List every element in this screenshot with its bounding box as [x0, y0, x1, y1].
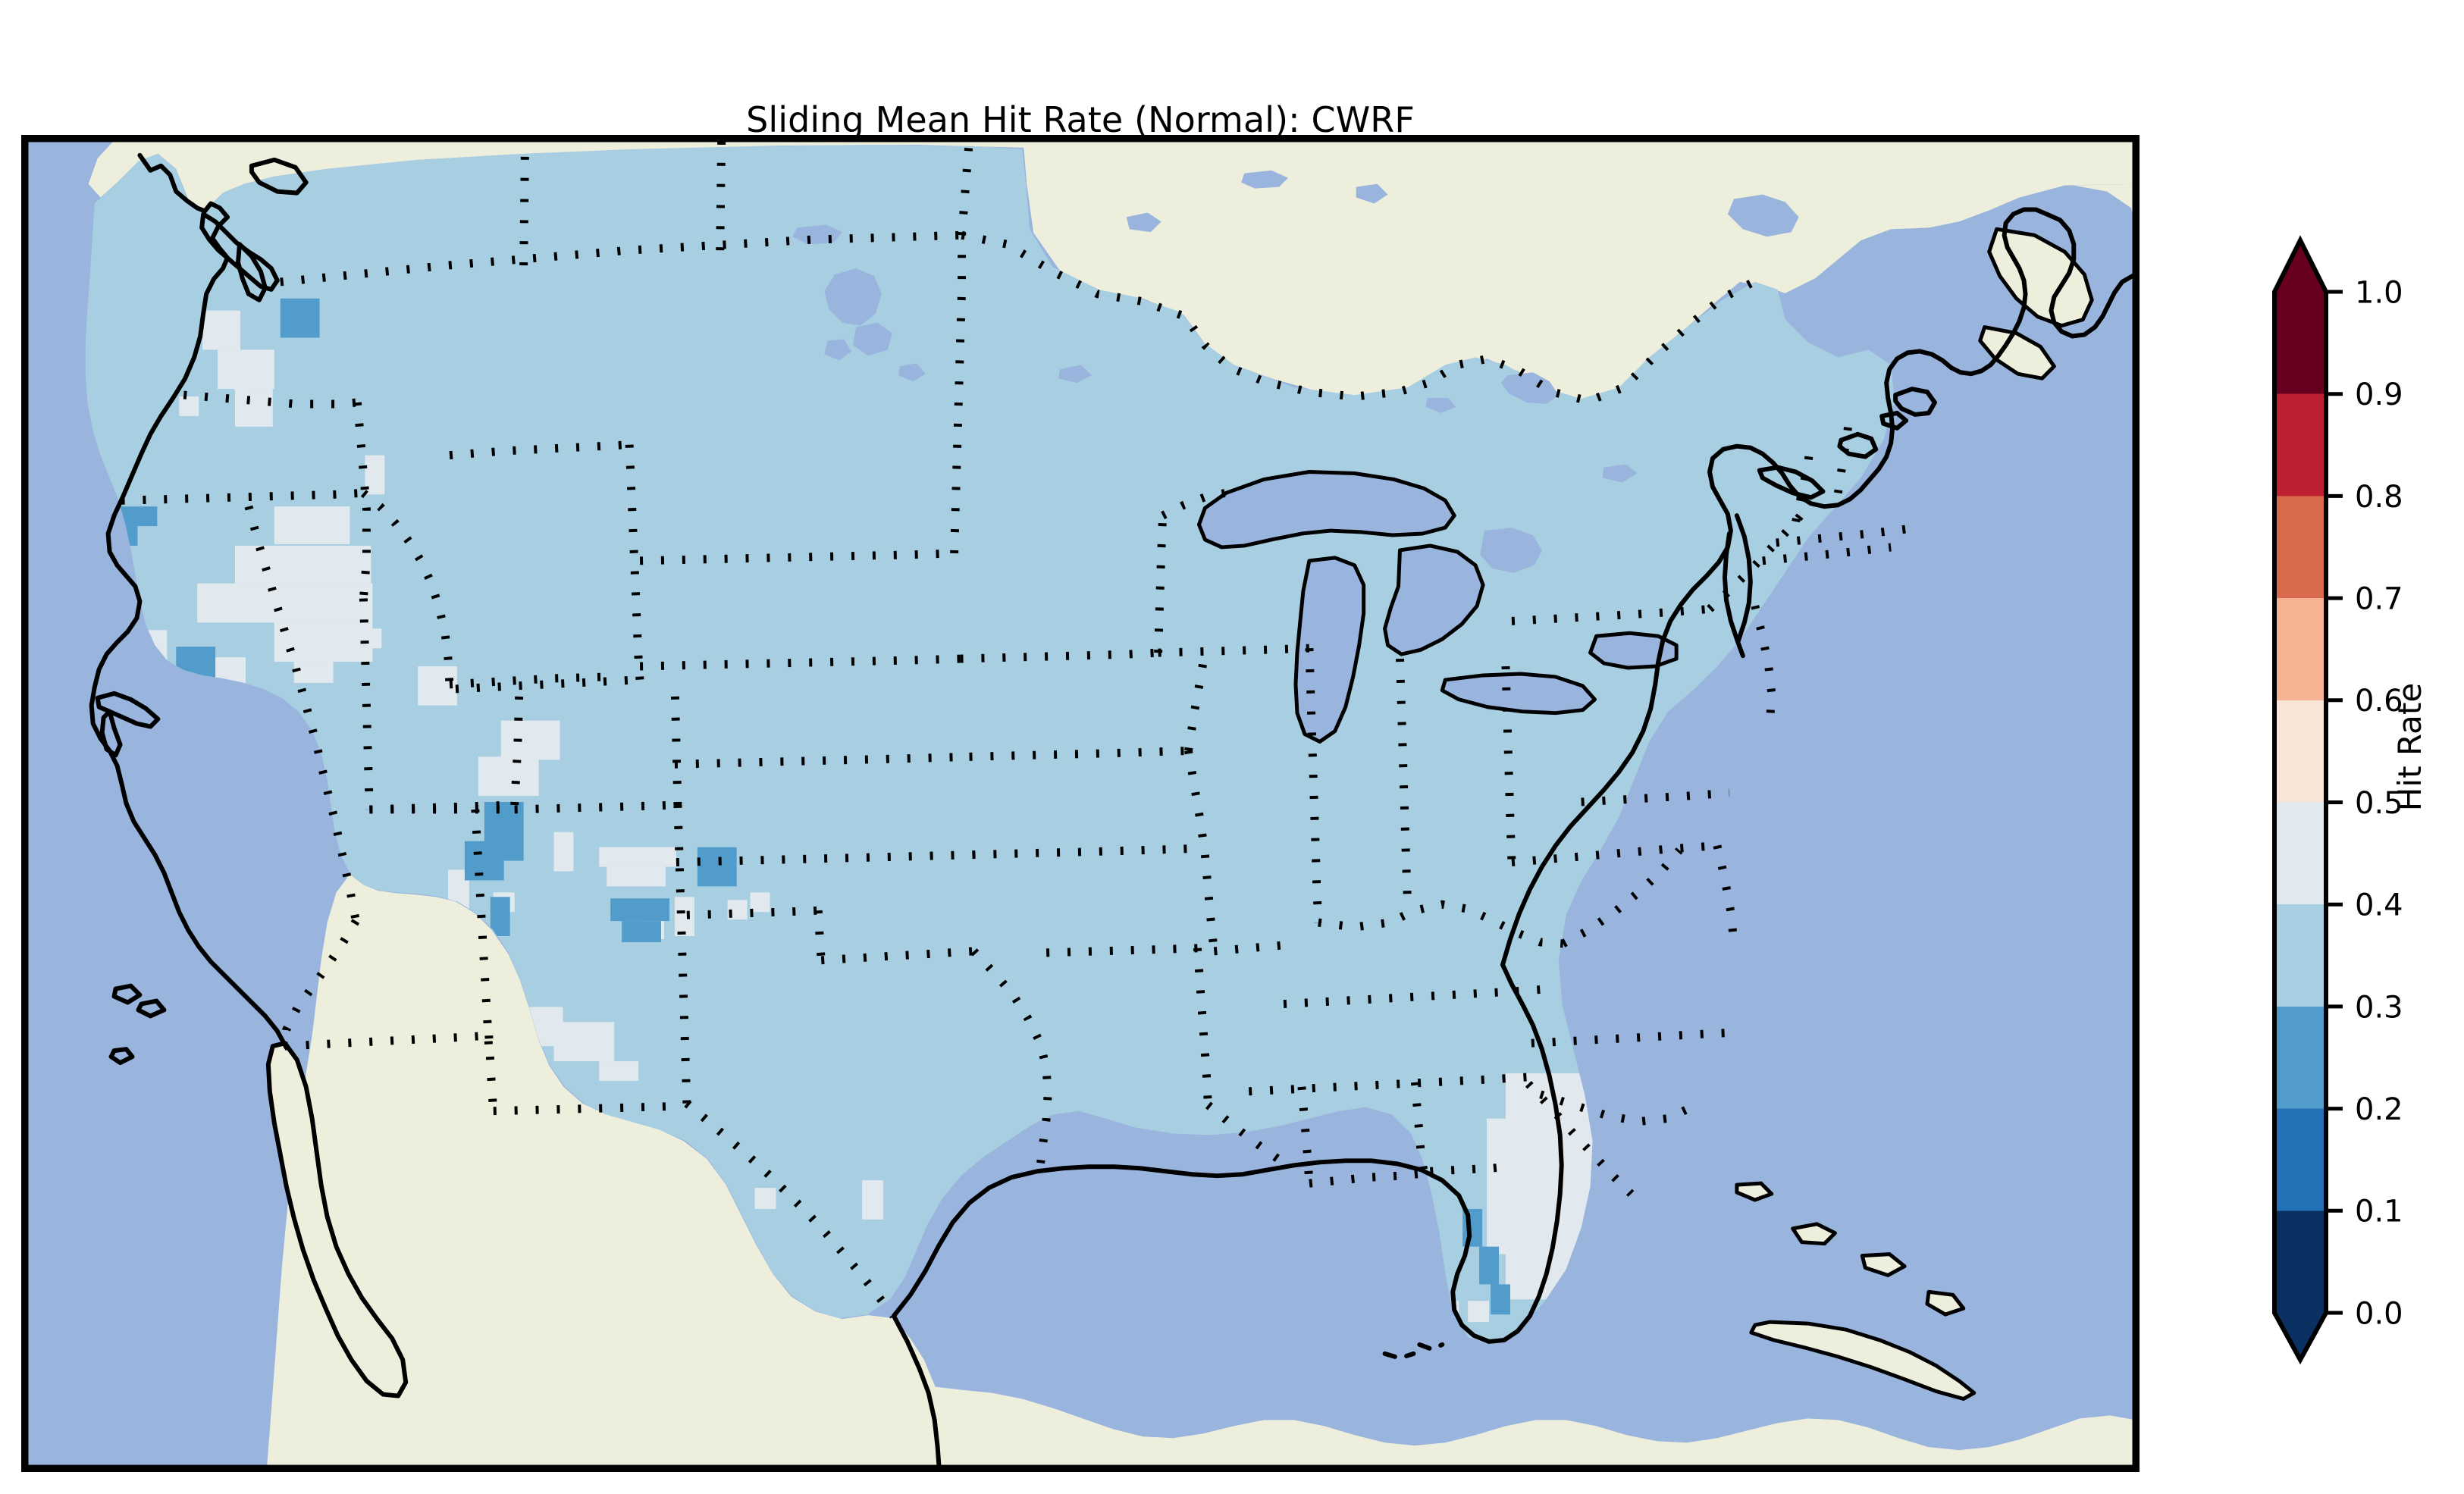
colorbar-tick-label: 0.6 — [2355, 684, 2403, 719]
colorbar-tick-label: 0.5 — [2355, 786, 2403, 821]
coastlines — [89, 152, 2136, 1468]
colorbar-tick-label: 0.8 — [2355, 480, 2403, 515]
colorbar-bands — [2274, 240, 2326, 1360]
great-lakes — [792, 170, 1799, 742]
colorbar[interactable]: 1.0 0.9 0.8 0.7 0.6 0.5 0.4 0.3 0.2 0.1 … — [2272, 235, 2403, 1365]
colorbar-tick-label: 0.7 — [2355, 582, 2403, 617]
colorbar-extend-high — [2274, 240, 2326, 292]
colorbar-band-0.6-0.7 — [2274, 598, 2326, 700]
land-outside-domain — [88, 139, 2136, 1468]
colorbar-canvas: 1.0 0.9 0.8 0.7 0.6 0.5 0.4 0.3 0.2 0.1 … — [2272, 235, 2403, 1365]
colorbar-band-0.3-0.4 — [2274, 904, 2326, 1007]
state-borders — [121, 139, 1907, 1319]
map-axes[interactable] — [21, 135, 2140, 1472]
colorbar-band-0.4-0.5 — [2274, 802, 2326, 905]
colorbar-extend-low — [2274, 1313, 2326, 1360]
map-canvas — [25, 139, 2136, 1468]
colorbar-band-0.0-0.1 — [2274, 1211, 2326, 1313]
map-frame — [25, 139, 2136, 1468]
colorbar-tick-label: 0.9 — [2355, 377, 2403, 412]
colorbar-band-0.2-0.3 — [2274, 1006, 2326, 1109]
colorbar-ticks — [2326, 290, 2343, 1315]
colorbar-tick-label: 0.4 — [2355, 888, 2403, 923]
colorbar-axis-label: Hit Rate — [2390, 682, 2428, 812]
colorbar-tick-label: 0.2 — [2355, 1092, 2403, 1127]
colorbar-tick-label: 0.1 — [2355, 1195, 2403, 1229]
colorbar-band-0.5-0.6 — [2274, 700, 2326, 803]
colorbar-band-0.7-0.8 — [2274, 496, 2326, 599]
colorbar-band-0.8-0.9 — [2274, 393, 2326, 496]
colorbar-tick-label: 1.0 — [2355, 275, 2403, 310]
colorbar-tick-label: 0.0 — [2355, 1296, 2403, 1331]
colorbar-band-0.9-1.0 — [2274, 292, 2326, 394]
colorbar-band-0.1-0.2 — [2274, 1108, 2326, 1211]
title-line-1: Sliding Mean Hit Rate (Normal): CWRF — [746, 99, 1415, 141]
colorbar-tick-labels: 1.0 0.9 0.8 0.7 0.6 0.5 0.4 0.3 0.2 0.1 … — [2355, 275, 2403, 1331]
colorbar-tick-label: 0.3 — [2355, 990, 2403, 1025]
